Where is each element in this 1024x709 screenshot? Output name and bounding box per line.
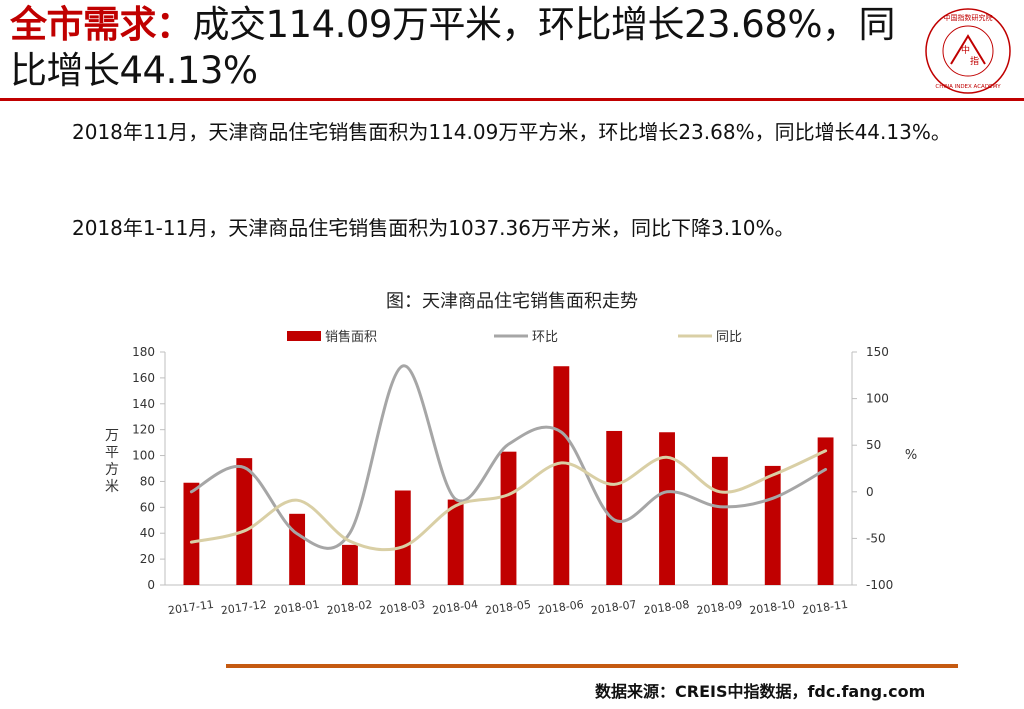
line-mom xyxy=(189,364,828,550)
y-tick-left-label: 60 xyxy=(140,500,155,514)
bar-sales-area xyxy=(342,544,358,585)
bar-sales-area xyxy=(289,513,306,585)
bar-sales-area xyxy=(711,456,728,585)
paragraph-monthly: 2018年11月，天津商品住宅销售面积为114.09万平方米，环比增长23.68… xyxy=(72,120,951,144)
line-yoy xyxy=(189,449,828,552)
title-rest: 成交114.09万平米，环比增长23.68%，同比增长44.13% xyxy=(10,3,896,92)
y-tick-right-label: -100 xyxy=(866,578,893,592)
y-axis-left-label-char: 米 xyxy=(105,479,119,495)
x-tick-label: 2018-05 xyxy=(484,598,531,617)
bar-sales-area xyxy=(236,458,253,585)
bar-sales-area xyxy=(764,465,781,585)
y-tick-left-label: 140 xyxy=(132,397,155,411)
legend-label: 同比 xyxy=(716,330,742,345)
y-axis-right-label: % xyxy=(905,448,917,463)
paragraph-ytd: 2018年1-11月，天津商品住宅销售面积为1037.36万平方米，同比下降3.… xyxy=(72,216,795,240)
y-tick-left-label: 180 xyxy=(132,345,155,359)
y-tick-left-label: 20 xyxy=(140,552,155,566)
logo-text-top: 中国指数研究院 xyxy=(944,13,993,22)
bar-sales-area xyxy=(394,490,411,585)
x-tick-label: 2018-10 xyxy=(749,598,796,617)
title-highlight: 全市需求： xyxy=(10,3,193,46)
page-title: 全市需求：成交114.09万平米，环比增长23.68%，同比增长44.13% xyxy=(10,2,910,94)
y-tick-left-label: 0 xyxy=(147,578,155,592)
x-tick-label: 2017-12 xyxy=(220,598,267,617)
chart-title: 图：天津商品住宅销售面积走势 xyxy=(386,291,638,312)
y-tick-right-label: -50 xyxy=(866,531,886,545)
x-tick-label: 2018-01 xyxy=(273,598,320,617)
data-source: 数据来源：CREIS中指数据，fdc.fang.com xyxy=(595,682,926,701)
x-tick-label: 2018-11 xyxy=(801,598,848,617)
bar-sales-area xyxy=(553,366,570,585)
x-tick-label: 2018-08 xyxy=(643,598,690,617)
logo-mark-2: 指 xyxy=(970,55,979,67)
legend-label: 销售面积 xyxy=(325,329,377,345)
bar-sales-area xyxy=(500,451,517,585)
y-tick-right-label: 100 xyxy=(866,392,889,406)
x-tick-label: 2018-07 xyxy=(590,598,637,617)
y-tick-right-label: 50 xyxy=(866,438,881,452)
x-tick-label: 2017-11 xyxy=(167,598,214,617)
y-tick-right-label: 150 xyxy=(866,345,889,359)
x-tick-label: 2018-03 xyxy=(379,598,426,617)
y-tick-left-label: 40 xyxy=(140,526,155,540)
legend-swatch-bar xyxy=(287,331,321,341)
bar-sales-area xyxy=(659,432,675,585)
bar-sales-area xyxy=(447,499,464,585)
x-tick-label: 2018-09 xyxy=(696,598,743,617)
y-axis-left-label-char: 方 xyxy=(105,462,119,478)
y-tick-left-label: 120 xyxy=(132,423,155,437)
bar-sales-area xyxy=(817,437,834,585)
logo-text-bottom: CHINA INDEX ACADEMY xyxy=(935,84,1001,90)
y-tick-right-label: 0 xyxy=(866,485,874,499)
bar-sales-area xyxy=(606,430,623,585)
bar-sales-area xyxy=(183,482,200,585)
y-axis-left-label-char: 万 xyxy=(105,428,119,444)
y-tick-left-label: 100 xyxy=(132,449,155,463)
legend-label: 环比 xyxy=(532,330,558,345)
china-index-academy-logo: 中 指 中国指数研究院 CHINA INDEX ACADEMY xyxy=(925,8,1011,94)
header-divider xyxy=(0,98,1024,101)
logo-mark-1: 中 xyxy=(961,44,970,56)
x-tick-label: 2018-06 xyxy=(537,598,584,617)
y-tick-left-label: 160 xyxy=(132,371,155,385)
x-tick-label: 2018-02 xyxy=(326,598,373,617)
x-tick-label: 2018-04 xyxy=(432,598,479,617)
y-axis-left-label-char: 平 xyxy=(105,445,119,461)
footer-divider xyxy=(226,664,958,668)
y-tick-left-label: 80 xyxy=(140,474,155,488)
